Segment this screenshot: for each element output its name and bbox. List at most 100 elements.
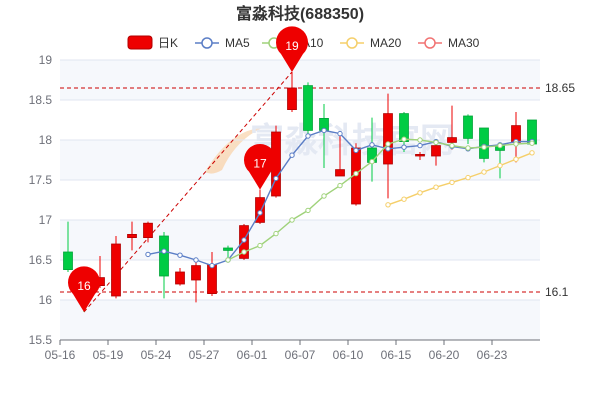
candle-body [207,264,217,294]
candle [223,245,233,259]
ma5-point [273,175,279,182]
candle [415,152,425,160]
ma20-point [433,184,439,190]
y-axis: 15.5 16 16.5 17 17.5 18 18.5 19 [29,53,53,347]
ma20-point [513,156,519,162]
candle [63,221,73,272]
ma10-point [321,193,327,199]
markers: 16 17 19 [68,26,309,312]
y-tick-label: 17 [39,213,53,227]
pin-marker: 19 [276,26,309,72]
x-tick-label: 05-19 [93,348,124,362]
candle-body [63,251,73,271]
ma5-point [209,262,215,269]
ma10-point [529,140,535,146]
y-tick-label: 18.5 [29,93,53,107]
ma20-point [497,162,503,169]
y-tick-label: 17.5 [29,173,53,187]
candle [255,189,265,224]
candle [159,232,169,299]
ma10-point [353,170,359,177]
pin-marker: 17 [243,143,276,190]
candle-body [111,243,121,297]
ma20-point [385,202,391,208]
x-tick-label: 06-10 [333,348,364,362]
pin-marker-shape [276,26,309,72]
ma5-point [193,257,199,263]
ma10-point [369,158,375,165]
x-axis: 05-16 05-19 05-24 05-27 06-01 06-07 06-10 06-15… [45,339,540,362]
candle-body [287,87,297,111]
candle [303,82,313,134]
ma5-point [289,152,295,158]
legend-label: 日K [158,36,178,50]
candle-body [127,233,137,238]
plot-background-bands [60,60,540,340]
pin-marker-label: 19 [285,39,299,53]
ma10-point [401,136,407,142]
candle-body [383,113,393,165]
moving-average-lines [145,127,535,269]
ma10-point [465,145,471,151]
y-tick-label: 16 [39,293,53,307]
candle [175,268,185,286]
ma5-point [353,147,359,154]
legend-point-swatch [346,37,358,49]
candle [335,132,345,177]
legend-label: MA5 [225,36,250,50]
candle-body [143,222,153,238]
ma5-point [417,142,423,149]
ma10-point [385,141,391,147]
ma10-point [449,142,455,149]
candle-body [431,145,441,157]
legend-candle-swatch [127,35,153,50]
legend-point-swatch [424,37,436,49]
y-tick-label: 16.5 [29,253,53,267]
candle [143,221,153,243]
x-tick-label: 06-01 [237,348,268,362]
candle-body [191,265,201,281]
grid-lines [60,59,540,341]
ma10-point [497,142,503,149]
ma20-line [387,152,533,206]
candle-body [159,235,169,277]
candle-body [223,247,233,251]
candle-body [479,127,489,159]
ma20-point [401,196,407,202]
ma10-point [289,217,295,223]
pin-marker-shape [243,143,276,190]
candle [287,72,297,112]
candle-body [463,115,473,139]
candle [127,221,137,251]
ma20-point [465,174,471,181]
candle-body [255,197,265,223]
ma10-point [273,230,279,237]
ma10-point [481,144,487,150]
candle [191,258,201,303]
reference-lines [60,87,540,293]
ma5-point [369,142,375,148]
candle [447,105,457,150]
background-band [60,300,540,340]
reference-line-label: 18.65 [545,81,575,95]
ma5-point [337,130,343,137]
ma10-point [257,242,263,249]
ma20-point [417,190,423,196]
candle [463,114,473,144]
ma5-point [145,251,151,258]
x-tick-label: 05-27 [189,348,220,362]
ma20-point [529,150,535,156]
candle-body [335,169,345,177]
ma20-point [481,169,487,175]
ma10-point [225,257,231,263]
chart-title: 富淼科技(688350) [236,4,364,23]
ma10-point [433,139,439,146]
x-tick-label: 06-23 [477,348,508,362]
candle-body [175,271,185,285]
background-band [60,220,540,260]
ma5-point [305,133,311,139]
x-tick-label: 05-16 [45,348,76,362]
ma20-point [449,179,455,186]
y-tick-label: 15.5 [29,333,53,347]
